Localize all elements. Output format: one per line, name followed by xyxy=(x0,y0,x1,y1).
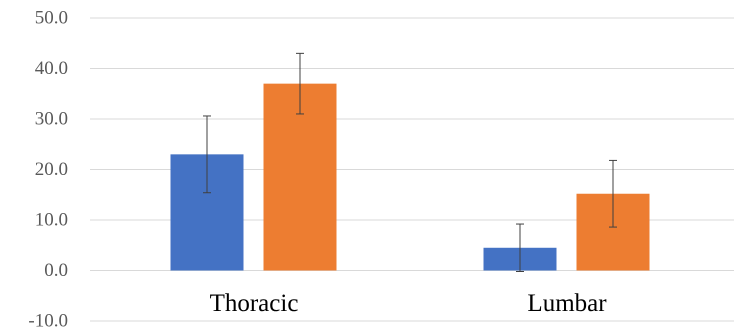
category-label: Thoracic xyxy=(210,290,299,317)
y-tick-label: 50.0 xyxy=(35,8,68,29)
error-bar xyxy=(203,115,211,194)
y-tick-label: 0.0 xyxy=(44,260,68,281)
error-bar xyxy=(516,223,524,273)
y-axis-tick-labels: 50.0 40.0 30.0 20.0 10.0 0.0 -10.0 xyxy=(28,8,68,332)
y-tick-label: 30.0 xyxy=(35,109,68,130)
bar xyxy=(263,83,337,271)
y-tick-label: -10.0 xyxy=(28,311,68,332)
error-bars xyxy=(203,52,617,273)
y-tick-label: 40.0 xyxy=(35,58,68,79)
bars xyxy=(170,83,650,271)
y-tick-label: 20.0 xyxy=(35,159,68,180)
y-tick-label: 10.0 xyxy=(35,210,68,231)
error-bar xyxy=(296,52,304,115)
error-bar xyxy=(609,159,617,228)
x-axis-category-labels: Thoracic Lumbar xyxy=(210,290,608,317)
category-label: Lumbar xyxy=(527,290,607,317)
